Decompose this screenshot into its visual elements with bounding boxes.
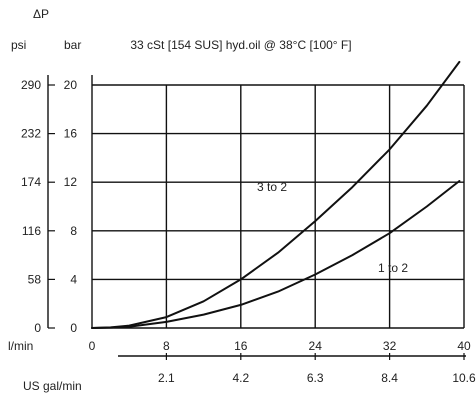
x-tick-label-lmin: 40 — [457, 339, 471, 353]
y-unit-psi: psi — [11, 38, 26, 52]
y-tick-label-psi: 232 — [21, 127, 41, 141]
y-tick-label-psi: 174 — [21, 175, 41, 189]
y-tick-label-psi: 290 — [21, 78, 41, 92]
chart-axes — [47, 75, 466, 357]
x-tick-label-usgal: 6.3 — [307, 371, 324, 385]
y-tick-label-psi: 0 — [34, 321, 41, 335]
y-unit-bar: bar — [64, 38, 81, 52]
chart-title: 33 cSt [154 SUS] hyd.oil @ 38°C [100° F] — [130, 38, 351, 52]
series-curve — [91, 60, 461, 329]
y-tick-label-bar: 16 — [64, 127, 78, 141]
x-tick-label-lmin: 16 — [234, 339, 248, 353]
x-tick-label-lmin: 8 — [163, 339, 170, 353]
y-tick-label-bar: 4 — [70, 272, 77, 286]
chart-series: 3 to 2 1 to 2 — [91, 60, 461, 329]
x-tick-label-lmin: 32 — [383, 339, 397, 353]
x-tick-label-usgal: 2.1 — [158, 371, 175, 385]
x-tick-label-usgal: 4.2 — [232, 371, 249, 385]
delta-p-label: ΔP — [33, 7, 49, 21]
chart-ticks: 0 4 8 12 16 20 0 58 116 174 232 290 0 8 16 24 32 40 2.1 4.2… — [21, 78, 476, 385]
x-tick-label-usgal: 10.6 — [452, 371, 476, 385]
y-tick-label-bar: 0 — [70, 321, 77, 335]
x-tick-label-lmin: 24 — [309, 339, 323, 353]
y-tick-label-bar: 12 — [64, 175, 78, 189]
x-unit-usgal: US gal/min — [23, 379, 82, 393]
y-tick-label-bar: 8 — [70, 224, 77, 238]
chart-grid — [92, 84, 465, 328]
y-tick-label-psi: 58 — [28, 272, 42, 286]
x-unit-lmin: l/min — [8, 339, 33, 353]
x-tick-label-lmin: 0 — [89, 339, 96, 353]
series-curve — [91, 180, 461, 329]
series-label: 3 to 2 — [257, 180, 287, 194]
y-tick-label-bar: 20 — [64, 78, 78, 92]
series-label: 1 to 2 — [378, 261, 408, 275]
y-tick-label-psi: 116 — [22, 224, 41, 238]
x-tick-label-usgal: 8.4 — [381, 371, 398, 385]
